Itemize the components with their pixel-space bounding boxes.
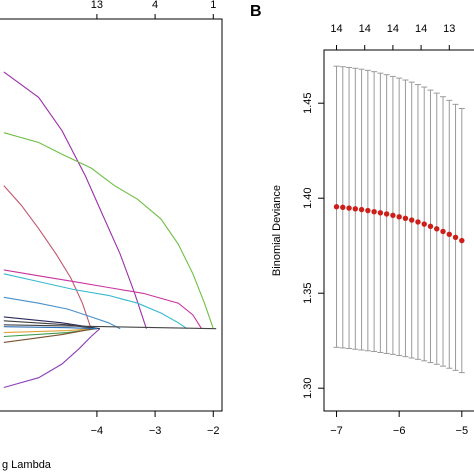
panel-a-coefficient-paths: −4 −3 −2 13 4 1 g Lambda xyxy=(0,0,223,471)
deviance-point xyxy=(415,219,421,225)
panel-b-label: B xyxy=(250,3,262,20)
coefficient-path-14 xyxy=(3,324,217,330)
top-tick-label: 14 xyxy=(387,23,399,35)
panel-b-points xyxy=(333,204,465,244)
panel-b-plot-frame xyxy=(323,49,474,412)
deviance-point xyxy=(434,226,440,232)
deviance-point xyxy=(346,205,352,211)
deviance-point xyxy=(383,211,390,217)
deviance-point xyxy=(340,204,346,211)
deviance-point xyxy=(408,217,415,223)
coefficient-path-9 xyxy=(3,320,97,330)
top-tick-label: 1 xyxy=(210,0,216,11)
y-tick-label: 1.35 xyxy=(302,282,314,303)
coefficient-path-5 xyxy=(3,273,188,330)
deviance-point xyxy=(371,208,377,215)
y-tick-label: 1.30 xyxy=(302,377,314,398)
panel-b-cross-validation: B −7 −6 −5 1.30 1.35 1.40 1.45 14 14 14 14 13 Binom… xyxy=(250,3,474,437)
deviance-point xyxy=(358,206,365,213)
deviance-point xyxy=(333,204,340,210)
y-tick-label: 1.40 xyxy=(302,187,314,208)
deviance-point xyxy=(377,210,384,216)
x-tick-label: −4 xyxy=(91,425,104,437)
deviance-point xyxy=(459,237,465,244)
coefficient-path-1 xyxy=(3,71,147,329)
top-tick-label: 4 xyxy=(152,0,158,11)
panel-a-series-group xyxy=(3,71,217,389)
deviance-point xyxy=(352,206,359,212)
deviance-point xyxy=(427,223,434,230)
coefficient-path-11 xyxy=(3,328,95,334)
x-tick-label: −5 xyxy=(456,425,469,437)
panel-b-axes: −7 −6 −5 1.30 1.35 1.40 1.45 14 14 14 14 13 xyxy=(302,23,468,437)
x-tick-label: −2 xyxy=(207,425,220,437)
deviance-point xyxy=(390,212,396,218)
deviance-point xyxy=(396,214,402,220)
deviance-point xyxy=(365,207,371,214)
deviance-point xyxy=(421,221,427,227)
x-tick-label: −6 xyxy=(393,425,406,437)
panel-a-axes: −4 −3 −2 13 4 1 xyxy=(91,0,220,437)
coefficient-path-3 xyxy=(3,185,92,329)
panel-a-plot-frame xyxy=(0,18,223,412)
x-tick-label: −3 xyxy=(149,425,162,437)
deviance-point xyxy=(440,228,446,235)
coefficient-path-13 xyxy=(3,326,97,330)
coefficient-path-4 xyxy=(3,269,203,329)
top-tick-label: 13 xyxy=(91,0,103,11)
top-tick-label: 14 xyxy=(330,23,342,35)
panel-b-y-axis-label: Binomial Deviance xyxy=(271,185,283,276)
top-tick-label: 14 xyxy=(359,23,371,35)
coefficient-path-2 xyxy=(3,132,214,329)
panel-a-x-axis-label: g Lambda xyxy=(2,459,52,471)
coefficient-path-7 xyxy=(3,328,101,389)
top-tick-label: 14 xyxy=(415,23,427,35)
y-tick-label: 1.45 xyxy=(302,92,314,113)
top-tick-label: 13 xyxy=(443,23,455,35)
deviance-point xyxy=(402,215,409,222)
coefficient-path-12 xyxy=(3,328,95,343)
x-tick-label: −7 xyxy=(330,425,343,437)
deviance-point xyxy=(446,231,452,237)
coefficient-path-6 xyxy=(3,296,121,330)
deviance-point xyxy=(452,234,459,241)
